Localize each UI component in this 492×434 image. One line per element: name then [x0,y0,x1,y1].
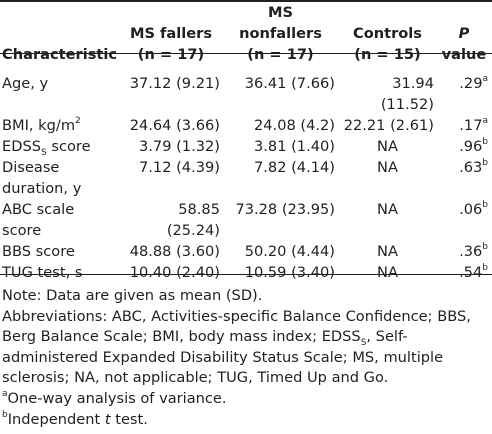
table-row: Age, y 37.12 (9.21) 36.41 (7.66) 31.94 (… [0,73,492,115]
top-rule [0,0,492,2]
cell-p: .96b [459,137,488,155]
row-label: Age, y [2,75,49,92]
header-ms-fallers: MS fallers (n = 17) [129,25,213,63]
cell-p: .29a [459,74,488,92]
header-characteristic: Characteristic [2,46,118,63]
row-label: TUG test, s [2,264,83,281]
cell-p: .06b [459,200,488,218]
cell-controls: NA [377,138,398,155]
cell-p: .36b [459,242,488,260]
cell-fallers: 3.79 (1.32) [138,138,220,155]
cell-nonfallers: 10.59 (3.40) [244,264,335,281]
cell-nonfallers: 73.28 (23.95) [235,201,335,218]
table-row: BBS score 48.88 (3.60) 50.20 (4.44) NA .… [0,241,492,262]
cell-p: .54b [459,263,488,281]
table-row: BMI, kg/m2 24.64 (3.66) 24.08 (4.2) 22.2… [0,115,492,136]
cell-fallers: 48.88 (3.60) [129,243,220,260]
cell-fallers: 24.64 (3.66) [129,117,220,134]
table-row: ABC scale score 58.85 (25.24) 73.28 (23.9… [0,199,492,241]
table-row: TUG test, s 10.40 (2.40) 10.59 (3.40) NA… [0,262,492,283]
table-row: EDSSS score 3.79 (1.32) 3.81 (1.40) NA .… [0,136,492,158]
header-rule [0,53,492,54]
cell-fallers: 58.85 (25.24) [166,201,220,239]
characteristics-table: Characteristic MS fallers (n = 17) MS non… [0,2,492,283]
cell-p: .63b [459,158,488,176]
cell-controls: NA [377,264,398,281]
footnote-a: aOne-way analysis of variance. [2,389,227,407]
cell-nonfallers: 24.08 (4.2) [253,117,335,134]
row-label: Disease duration, y [2,159,82,197]
cell-controls: 22.21 (2.61) [343,117,434,134]
cell-fallers: 10.40 (2.40) [129,264,220,281]
cell-nonfallers: 50.20 (4.44) [244,243,335,260]
header-controls: Controls (n = 15) [352,25,422,63]
bottom-rule [0,274,492,275]
table-notes: Note: Data are given as mean (SD). Abbre… [2,286,490,430]
row-label: EDSSS score [2,138,91,158]
header-row: Characteristic MS fallers (n = 17) MS non… [0,2,492,66]
cell-controls: NA [377,243,398,260]
cell-controls: NA [377,159,398,176]
cell-p: .17a [459,116,488,134]
cell-controls: 31.94 (11.52) [380,75,434,113]
table-row: Disease duration, y 7.12 (4.39) 7.82 (4.1… [0,157,492,199]
header-ms-nonfallers: MS nonfallers (n = 17) [239,4,322,63]
footnote-b: bIndependent t test. [2,409,148,428]
row-label: BMI, kg/m2 [2,116,81,134]
cell-controls: NA [377,201,398,218]
row-label: BBS score [2,243,75,260]
cell-nonfallers: 36.41 (7.66) [244,75,335,92]
cell-nonfallers: 7.82 (4.14) [253,159,335,176]
cell-nonfallers: 3.81 (1.40) [253,138,335,155]
cell-fallers: 7.12 (4.39) [138,159,220,176]
abbreviations-note: Abbreviations: ABC, Activities-specific … [2,307,471,387]
data-note: Note: Data are given as mean (SD). [2,287,263,304]
cell-fallers: 37.12 (9.21) [129,75,220,92]
row-label: ABC scale score [2,201,75,239]
